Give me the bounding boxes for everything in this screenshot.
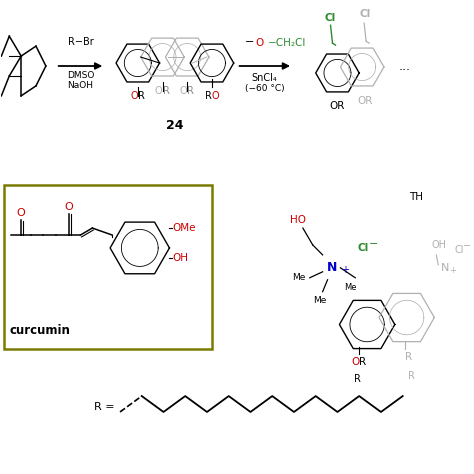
Text: R =: R = — [94, 402, 115, 412]
Text: ...: ... — [399, 60, 411, 73]
Text: Cl: Cl — [357, 243, 368, 253]
Text: Me: Me — [292, 273, 306, 282]
Text: R−Br: R−Br — [68, 37, 93, 47]
Text: N: N — [328, 261, 337, 274]
Text: curcumin: curcumin — [9, 324, 70, 337]
Text: R: R — [408, 371, 415, 381]
Text: OMe: OMe — [173, 223, 196, 233]
Text: R: R — [163, 86, 169, 96]
Text: −: − — [463, 241, 471, 251]
Text: +: + — [449, 266, 456, 275]
Text: O: O — [155, 86, 163, 96]
Text: OR: OR — [330, 101, 345, 111]
Text: R: R — [354, 374, 361, 384]
Text: Me: Me — [313, 296, 327, 305]
Text: Cl: Cl — [359, 9, 371, 19]
Text: (−60 °C): (−60 °C) — [245, 84, 284, 93]
Text: −: − — [369, 239, 378, 249]
Text: NaOH: NaOH — [67, 81, 93, 90]
Text: −: − — [245, 37, 255, 47]
Text: R: R — [359, 357, 366, 367]
Text: OH: OH — [431, 240, 447, 250]
Text: +: + — [341, 265, 349, 275]
Text: OR: OR — [357, 96, 373, 106]
Text: O: O — [64, 202, 73, 212]
Bar — [4, 185, 212, 349]
Text: O: O — [130, 91, 138, 101]
Text: −CH₂Cl: −CH₂Cl — [268, 38, 307, 48]
Text: O: O — [180, 86, 187, 96]
Text: TH: TH — [410, 192, 424, 202]
Text: Cl: Cl — [454, 245, 464, 255]
Text: O: O — [17, 208, 26, 218]
Text: DMSO: DMSO — [67, 71, 94, 80]
Text: 24: 24 — [165, 118, 183, 132]
Text: R: R — [405, 352, 412, 362]
Text: Cl: Cl — [325, 13, 336, 23]
Text: O: O — [351, 357, 359, 367]
Text: HO: HO — [290, 215, 306, 225]
Text: R: R — [205, 91, 212, 101]
Text: OH: OH — [173, 253, 188, 263]
Text: O: O — [212, 91, 219, 101]
Text: R: R — [138, 91, 145, 101]
Text: O: O — [255, 38, 264, 48]
Text: R: R — [187, 86, 194, 96]
Text: Me: Me — [344, 283, 356, 292]
Text: N: N — [441, 263, 450, 273]
Text: SnCl₄: SnCl₄ — [251, 73, 277, 83]
